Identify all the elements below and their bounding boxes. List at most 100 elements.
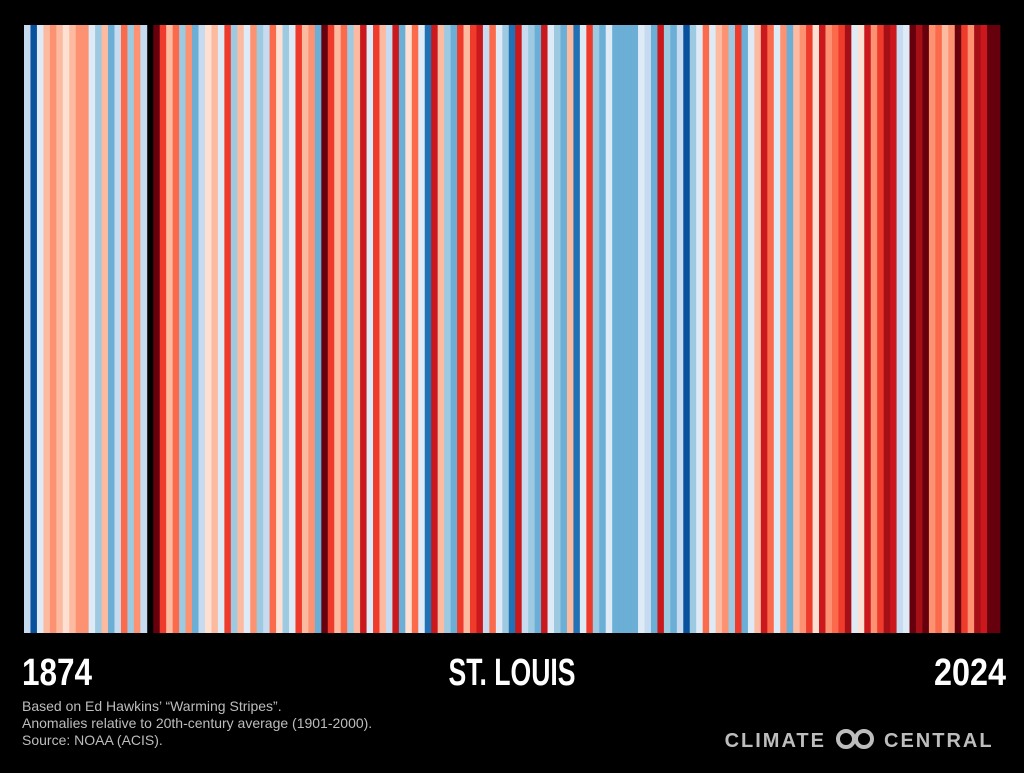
stripe [844,25,852,633]
stripe [857,25,865,633]
stripe [43,25,51,633]
stripe [521,25,529,633]
stripe [560,25,568,633]
stripe [806,25,813,633]
chart-title: ST. LOUIS [449,652,576,694]
stripe [276,25,283,633]
stripe [398,25,406,633]
stripe [592,25,600,633]
stripe [831,25,839,633]
stripe [741,25,749,633]
stripe [353,25,361,633]
stripe [230,25,238,633]
stripe [450,25,458,633]
stripe [366,25,374,633]
stripe [217,25,225,633]
stripe [463,25,471,633]
stripe [870,25,878,633]
stripe [172,25,180,633]
stripe [418,25,426,633]
stripe [95,25,102,633]
stripe [961,25,969,633]
start-label: 1874 [22,652,92,694]
stripe [256,25,264,633]
stripe [62,25,70,633]
stripe [579,25,587,633]
stripe [676,25,684,633]
stripe [379,25,387,633]
stripe [204,25,212,633]
stripe [534,25,542,633]
stripe [760,25,768,633]
stripe [269,25,277,633]
stripe [373,25,380,633]
stripe [340,25,348,633]
stripe [812,25,820,633]
stripe [431,25,439,633]
stripe [224,25,232,633]
stripe [250,25,258,633]
stripe [728,25,736,633]
note: Based on Ed Hawkins’ “Warming Stripes”. [22,698,282,714]
stripe [153,25,161,633]
stripe [508,25,516,633]
stripe [49,25,57,633]
stripe [360,25,367,633]
stripe [909,25,917,633]
stripe [786,25,794,633]
stripe [69,25,77,633]
stripe [82,25,90,633]
stripe [192,25,199,633]
stripe [670,25,678,633]
stripe [211,25,219,633]
stripe [237,25,245,633]
stripe [928,25,936,633]
stripe [941,25,949,633]
stripe [469,25,477,633]
stripe [896,25,904,633]
stripe [179,25,186,633]
stripe [605,25,613,633]
stripe [573,25,581,633]
stripe [780,25,788,633]
stripe [980,25,988,633]
logo-text: CLIMATE [725,730,826,752]
stripe [722,25,729,633]
stripe [424,25,432,633]
stripe [734,25,742,633]
stripe [754,25,762,633]
stripe [56,25,64,633]
stripe [282,25,290,633]
stripe [767,25,775,633]
stripes [24,25,1001,633]
stripe [405,25,413,633]
stripe [773,25,781,633]
stripe [967,25,975,633]
stripe [385,25,393,633]
stripe [198,25,206,633]
stripe [528,25,536,633]
stripe [819,25,826,633]
stripe [263,25,271,633]
stripe [747,25,755,633]
stripe [586,25,594,633]
stripe [185,25,193,633]
stripe [689,25,697,633]
stripe [715,25,723,633]
stripe [347,25,355,633]
stripe [489,25,497,633]
stripe [444,25,451,633]
stripe [657,25,665,633]
stripe [799,25,807,633]
stripe [392,25,400,633]
stripe [502,25,510,633]
stripe [314,25,322,633]
stripe [663,25,671,633]
stripe [515,25,523,633]
stripe [709,25,717,633]
stripe [631,25,639,633]
stripe [890,25,897,633]
stripe [599,25,607,633]
stripe [108,25,115,633]
